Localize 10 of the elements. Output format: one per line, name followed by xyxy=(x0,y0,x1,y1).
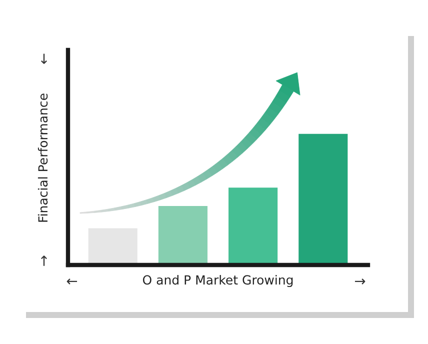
text: ↑ xyxy=(41,256,47,266)
text: ↓ xyxy=(41,54,47,64)
bar xyxy=(88,228,138,265)
y-axis-title: Finacial Performance xyxy=(38,94,48,222)
text: → xyxy=(354,278,366,284)
text: ← xyxy=(66,278,78,284)
bar xyxy=(228,188,278,265)
x-axis-title: O and P Market Growing xyxy=(142,274,293,288)
bar xyxy=(298,134,348,265)
bar xyxy=(158,206,208,265)
